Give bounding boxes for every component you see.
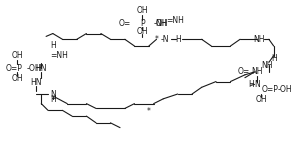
Text: H: H	[50, 95, 56, 104]
Text: O=: O=	[237, 67, 250, 76]
Text: O=P: O=P	[6, 64, 23, 73]
Text: H: H	[271, 54, 277, 63]
Text: *: *	[147, 107, 151, 116]
Text: -OH: -OH	[154, 19, 168, 28]
Text: OH: OH	[136, 27, 148, 36]
Text: NH: NH	[156, 19, 167, 28]
Text: OH: OH	[256, 95, 267, 104]
Text: O=: O=	[118, 19, 131, 28]
Text: *: *	[154, 35, 159, 44]
Text: O=P: O=P	[261, 85, 278, 94]
Text: =NH: =NH	[50, 51, 68, 60]
Text: =NH: =NH	[166, 16, 184, 25]
Text: NH: NH	[253, 35, 265, 44]
Text: H: H	[248, 80, 253, 89]
Text: N: N	[50, 90, 56, 99]
Text: P: P	[140, 19, 145, 28]
Text: N: N	[255, 80, 260, 89]
Text: -N: -N	[161, 35, 169, 44]
Text: OH: OH	[136, 6, 148, 15]
Text: OH: OH	[11, 51, 23, 60]
Text: -OH: -OH	[277, 85, 292, 94]
Text: H: H	[50, 41, 56, 49]
Text: -OH: -OH	[27, 64, 41, 73]
Text: NH: NH	[261, 61, 273, 70]
Text: HN: HN	[36, 64, 47, 73]
Text: HN: HN	[31, 78, 42, 87]
Text: H: H	[175, 35, 180, 44]
Text: OH: OH	[11, 74, 23, 83]
Text: NH: NH	[252, 67, 263, 76]
